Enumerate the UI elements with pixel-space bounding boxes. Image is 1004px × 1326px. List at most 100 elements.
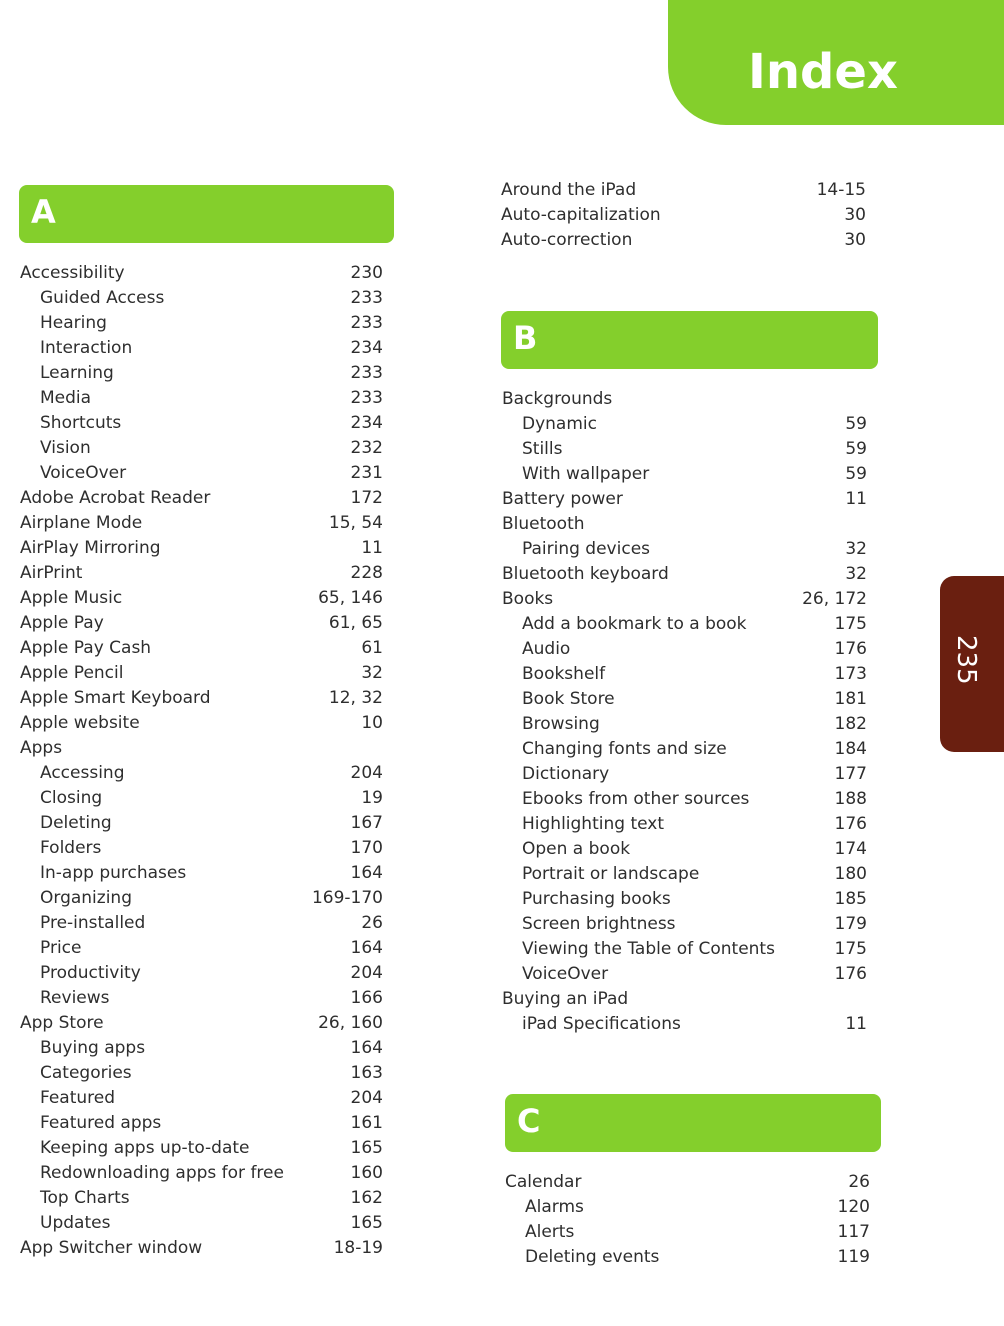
entry-pages: 204 [350,963,383,983]
entry-label: iPad Specifications [522,1014,681,1034]
entry-label: Bookshelf [522,664,606,684]
index-subentry: Deleting 167 [20,811,383,836]
entry-pages: 59 [845,464,867,484]
index-subentry: Pre-installed 26 [20,911,383,936]
entry-pages: 234 [350,338,383,358]
entry-label: App Switcher window [20,1238,203,1258]
index-subentry: Hearing 233 [20,311,383,336]
entry-pages: 176 [834,639,867,659]
section-header-c: C [505,1094,881,1152]
entry-label: Folders [40,838,102,858]
index-entry: Buying an iPad [502,987,867,1012]
entry-pages: 164 [350,863,383,883]
entry-pages: 182 [834,714,867,734]
entry-pages: 163 [350,1063,383,1083]
entry-pages: 230 [350,263,383,283]
index-subentry: Featured apps 161 [20,1111,383,1136]
index-subentry: Price 164 [20,936,383,961]
entry-label: Around the iPad [501,180,637,200]
index-entry: AirPlay Mirroring 11 [20,536,383,561]
entry-pages: 204 [350,1088,383,1108]
entry-label: Airplane Mode [20,513,143,533]
index-entry: Accessibility 230 [20,261,383,286]
entry-label: Book Store [522,689,615,709]
entry-label: VoiceOver [40,463,127,483]
entry-pages: 204 [350,763,383,783]
index-subentry: Top Charts 162 [20,1186,383,1211]
entry-label: Add a bookmark to a book [522,614,747,634]
index-subentry: Interaction 234 [20,336,383,361]
entry-pages: 188 [834,789,867,809]
entry-pages: 181 [834,689,867,709]
index-entry: Adobe Acrobat Reader 172 [20,486,383,511]
entry-label: VoiceOver [522,964,609,984]
entry-label: Books [502,589,554,609]
entry-label: Pre-installed [40,913,146,933]
entry-pages: 59 [845,414,867,434]
index-entry: Bluetooth [502,512,867,537]
index-subentry: Reviews 166 [20,986,383,1011]
entry-label: Highlighting text [522,814,664,834]
entry-pages: 61 [361,638,383,658]
entry-label: Calendar [505,1172,582,1192]
entry-pages: 165 [350,1138,383,1158]
index-subentry: Updates 165 [20,1211,383,1236]
index-entry: Apple Pencil 32 [20,661,383,686]
entry-label: Keeping apps up-to-date [40,1138,250,1158]
index-subentry: Redownloading apps for free 160 [20,1161,383,1186]
entry-pages: 167 [350,813,383,833]
entry-label: Featured [40,1088,116,1108]
index-subentry: Add a bookmark to a book 175 [502,612,867,637]
index-entry: Bluetooth keyboard 32 [502,562,867,587]
index-subentry: VoiceOver 231 [20,461,383,486]
entry-label: Closing [40,788,103,808]
entry-label: AirPlay Mirroring [20,538,161,558]
page-number: 235 [951,635,981,685]
index-subentry: With wallpaper 59 [502,462,867,487]
entry-label: Apple Pay [20,613,104,633]
entry-label: Dictionary [522,764,610,784]
entry-label: Apple Pencil [20,663,124,683]
entry-pages: 10 [361,713,383,733]
entry-pages: 164 [350,1038,383,1058]
entry-pages: 160 [350,1163,383,1183]
entry-label: Learning [40,363,114,383]
entry-pages: 175 [834,614,867,634]
entry-label: Organizing [40,888,132,908]
entry-pages: 14-15 [816,180,866,200]
entry-label: In-app purchases [40,863,187,883]
entry-pages: 59 [845,439,867,459]
index-subentry: Pairing devices 32 [502,537,867,562]
index-subentry: Alerts 117 [505,1220,870,1245]
index-subentry: Dictionary 177 [502,762,867,787]
entry-pages: 179 [834,914,867,934]
entry-label: Auto-correction [501,230,633,250]
entry-label: Battery power [502,489,623,509]
entry-label: Top Charts [40,1188,130,1208]
index-subentry: Stills 59 [502,437,867,462]
index-entry: Apple website 10 [20,711,383,736]
index-subentry: Vision 232 [20,436,383,461]
entry-pages: 233 [350,288,383,308]
entry-label: Stills [522,439,563,459]
entry-label: Accessibility [20,263,125,283]
entry-label: With wallpaper [522,464,650,484]
index-subentry: Highlighting text 176 [502,812,867,837]
index-subentry: Folders 170 [20,836,383,861]
entry-label: Alerts [525,1222,575,1242]
entry-label: Apple website [20,713,140,733]
entry-label: Browsing [522,714,600,734]
index-subentry: Bookshelf 173 [502,662,867,687]
entry-label: Featured apps [40,1113,162,1133]
entry-pages: 164 [350,938,383,958]
index-subentry: Media 233 [20,386,383,411]
index-subentry: Guided Access 233 [20,286,383,311]
entry-label: Productivity [40,963,141,983]
entry-pages: 26 [361,913,383,933]
entry-pages: 172 [350,488,383,508]
index-subentry: Keeping apps up-to-date 165 [20,1136,383,1161]
entry-label: Apple Music [20,588,123,608]
entry-label: Accessing [40,763,125,783]
entry-pages: 30 [844,230,866,250]
entry-pages: 170 [350,838,383,858]
